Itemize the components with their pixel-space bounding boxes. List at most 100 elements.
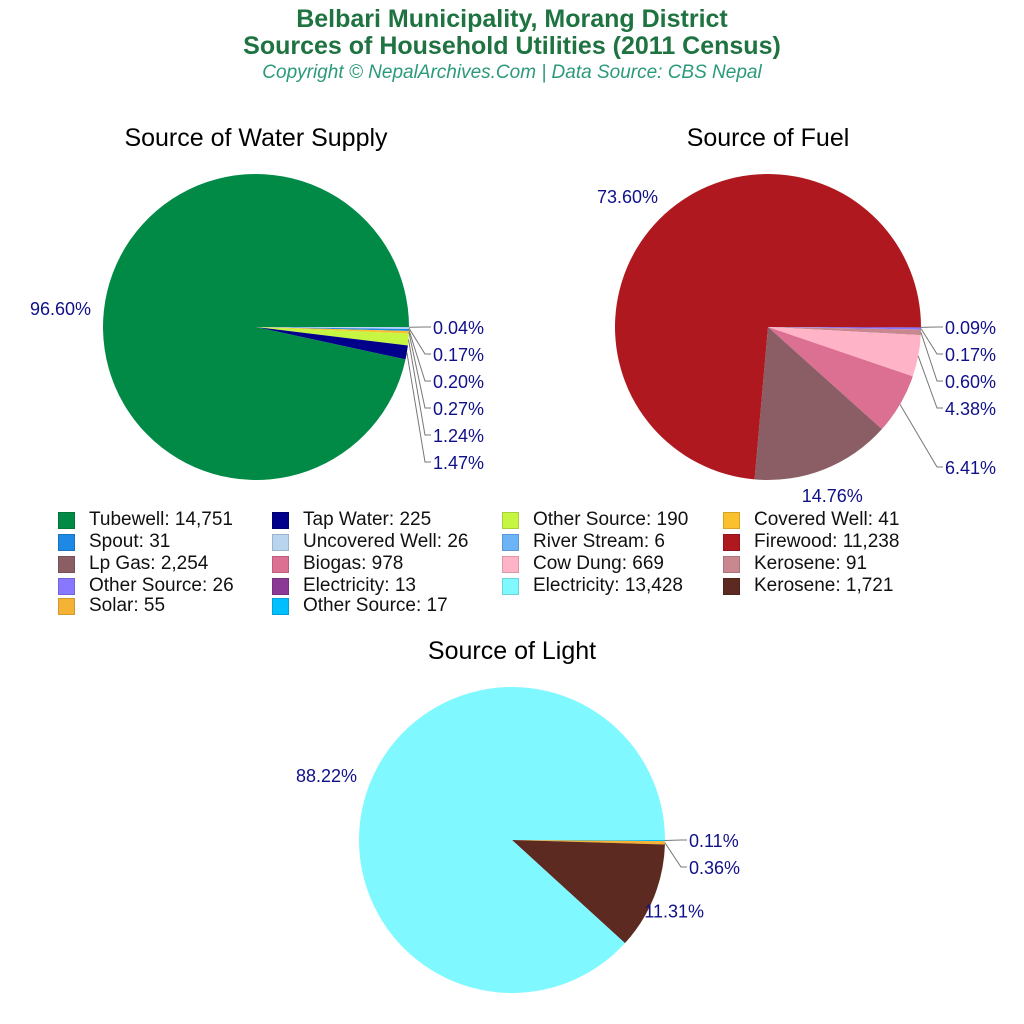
leader-line <box>917 355 943 409</box>
slice-percent-label: 1.24% <box>433 426 484 446</box>
legend-swatch <box>58 555 75 573</box>
legend-item: Lp Gas: 2,254 <box>58 553 208 575</box>
slice-percent-label: 88.22% <box>296 766 357 786</box>
legend-label: Other Source: 17 <box>303 595 448 616</box>
main-title-line-1: Belbari Municipality, Morang District <box>296 5 728 33</box>
legend-label: Electricity: 13,428 <box>533 575 683 596</box>
legend-item: Solar: 55 <box>58 595 165 617</box>
legend-item: Other Source: 17 <box>272 595 448 617</box>
legend-item: Electricity: 13,428 <box>502 575 683 597</box>
slice-percent-label: 0.09% <box>945 318 996 338</box>
leader-line <box>408 329 431 382</box>
pie-slice <box>103 173 409 480</box>
legend-item: Cow Dung: 669 <box>502 553 664 575</box>
pie-slice <box>768 327 921 328</box>
pie-slice <box>512 840 665 944</box>
pie-slice <box>256 327 409 331</box>
legend-swatch <box>272 511 289 529</box>
pie-slice <box>768 327 921 336</box>
water-chart-title: Source of Water Supply <box>124 124 388 152</box>
legend-label: Covered Well: 41 <box>754 509 900 530</box>
slice-percent-label: 0.36% <box>689 858 740 878</box>
copyright-subtitle: Copyright © NepalArchives.Com | Data Sou… <box>262 62 762 83</box>
legend-item: Spout: 31 <box>58 531 170 553</box>
legend-label: Lp Gas: 2,254 <box>89 553 209 574</box>
legend-label: Spout: 31 <box>89 531 171 552</box>
legend-item: Biogas: 978 <box>272 553 403 575</box>
pie-slice <box>256 327 409 346</box>
legend-label: River Stream: 6 <box>533 531 665 552</box>
legend-swatch <box>723 577 740 595</box>
legend-label: Cow Dung: 669 <box>533 553 664 574</box>
leader-line <box>664 842 687 868</box>
leader-line <box>407 339 431 436</box>
legend-item: Other Source: 26 <box>58 575 234 597</box>
legend-label: Biogas: 978 <box>303 553 404 574</box>
slice-percent-label: 0.17% <box>433 345 484 365</box>
light-chart-title: Source of Light <box>427 637 597 665</box>
slice-percent-label: 6.41% <box>945 458 996 478</box>
legend-swatch <box>723 511 740 529</box>
legend-swatch <box>723 555 740 573</box>
legend-label: Electricity: 13 <box>303 575 416 596</box>
pie-slice <box>768 327 921 330</box>
slice-percent-label: 0.60% <box>945 372 996 392</box>
legend-swatch <box>58 597 75 615</box>
pie-slice <box>768 327 921 377</box>
legend-item: Uncovered Well: 26 <box>272 531 468 553</box>
legend-label: Other Source: 26 <box>89 575 234 596</box>
legend-label: Tap Water: 225 <box>303 509 432 530</box>
legend-swatch <box>58 511 75 529</box>
pie-slice <box>256 327 409 334</box>
legend-swatch <box>272 533 289 551</box>
leader-line <box>408 327 431 355</box>
slice-percent-label: 0.17% <box>945 345 996 365</box>
pie-slice <box>512 840 665 842</box>
legend-label: Tubewell: 14,751 <box>89 509 234 530</box>
leader-line <box>899 404 943 468</box>
slice-percent-label: 96.60% <box>30 299 91 319</box>
legend-swatch <box>723 533 740 551</box>
legend-item: Electricity: 13 <box>272 575 416 597</box>
pie-slice <box>768 327 913 430</box>
slice-percent-label: 0.20% <box>433 372 484 392</box>
slice-percent-label: 4.38% <box>945 399 996 419</box>
pie-slice <box>359 686 665 993</box>
pie-slice <box>256 327 408 360</box>
leader-line <box>408 332 431 409</box>
legend-label: Kerosene: 91 <box>754 553 868 574</box>
legend-swatch <box>502 555 519 573</box>
legend-swatch <box>272 597 289 615</box>
legend-swatch <box>502 577 519 595</box>
slice-percent-label: 0.27% <box>433 399 484 419</box>
slice-percent-label: 1.47% <box>433 453 484 473</box>
pie-slice <box>615 174 921 480</box>
pie-slice <box>754 327 882 481</box>
legend-swatch <box>502 511 519 529</box>
legend-label: Solar: 55 <box>89 595 166 616</box>
leader-line <box>406 352 431 463</box>
legend-swatch <box>502 533 519 551</box>
legend-item: Kerosene: 91 <box>723 553 867 575</box>
legend-swatch <box>272 577 289 595</box>
fuel-chart-title: Source of Fuel <box>686 124 850 152</box>
chart-header: Belbari Municipality, Morang District So… <box>0 6 1024 86</box>
legend-swatch <box>58 577 75 595</box>
legend-swatch <box>58 533 75 551</box>
slice-percent-label: 11.31% <box>644 902 704 922</box>
legend-item: Tubewell: 14,751 <box>58 509 233 531</box>
legend-label: Firewood: 11,238 <box>754 531 900 552</box>
leader-line <box>920 332 943 382</box>
legend-label: Uncovered Well: 26 <box>303 531 469 552</box>
slice-percent-label: 14.76% <box>802 486 863 506</box>
main-title-line-2: Sources of Household Utilities (2011 Cen… <box>243 32 781 60</box>
legend-label: Kerosene: 1,721 <box>754 575 894 596</box>
light-pie: 0.11% 0.36% 11.31% 88.22% <box>296 686 740 993</box>
legend-item: Tap Water: 225 <box>272 509 431 531</box>
pie-slice <box>256 327 409 330</box>
legend-item: Covered Well: 41 <box>723 509 899 531</box>
legend-item: Other Source: 190 <box>502 509 688 531</box>
slice-percent-label: 0.04% <box>433 318 484 338</box>
leader-line <box>664 839 687 842</box>
